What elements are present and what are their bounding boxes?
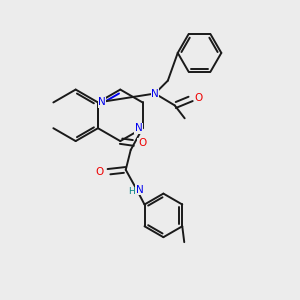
Text: N: N	[135, 123, 142, 133]
Text: H: H	[128, 187, 135, 196]
Text: O: O	[194, 94, 203, 103]
Text: N: N	[151, 88, 159, 98]
Text: O: O	[96, 167, 104, 177]
Text: O: O	[138, 138, 146, 148]
Text: N: N	[136, 184, 143, 195]
Text: N: N	[98, 98, 106, 107]
